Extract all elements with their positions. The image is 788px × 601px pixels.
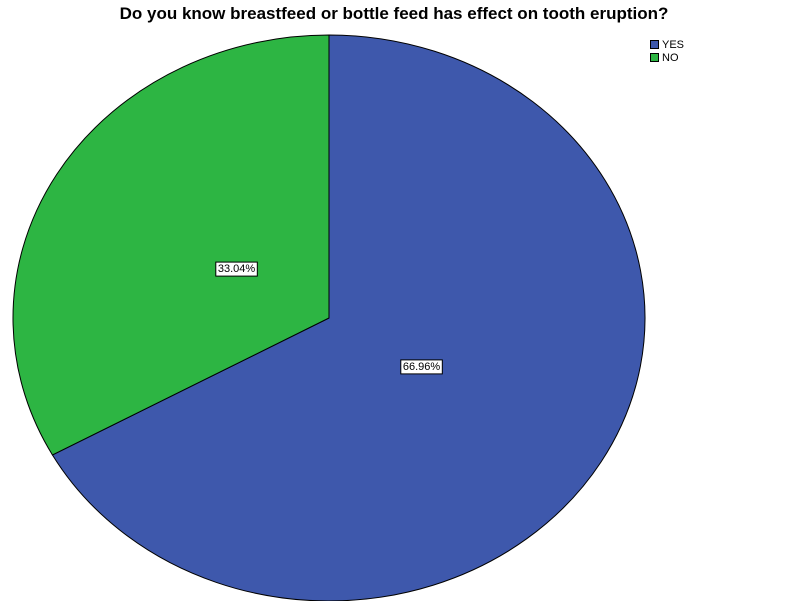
legend-label-yes: YES bbox=[662, 38, 685, 51]
slice-label-text: 66.96% bbox=[403, 361, 441, 373]
slice-label-box bbox=[215, 261, 258, 277]
pie-slice-yes bbox=[51, 34, 646, 601]
legend-swatch-yes bbox=[650, 40, 659, 49]
legend-item-no: NO bbox=[650, 51, 684, 64]
chart-title: Do you know breastfeed or bottle feed ha… bbox=[119, 4, 669, 23]
slice-label-text: 33.04% bbox=[218, 263, 256, 275]
pie-labels: 66.96% 33.04% bbox=[215, 261, 443, 375]
pie-slice-no bbox=[12, 34, 330, 456]
legend-label-no: NO bbox=[662, 51, 679, 64]
slice-label-box bbox=[400, 359, 443, 375]
legend-swatch-no bbox=[650, 53, 659, 62]
slice-label-no: 33.04% bbox=[215, 261, 258, 277]
pie-slices bbox=[12, 34, 646, 601]
legend-item-yes: YES bbox=[650, 38, 684, 51]
slice-label-yes: 66.96% bbox=[400, 359, 443, 375]
legend: YES NO bbox=[650, 38, 684, 64]
